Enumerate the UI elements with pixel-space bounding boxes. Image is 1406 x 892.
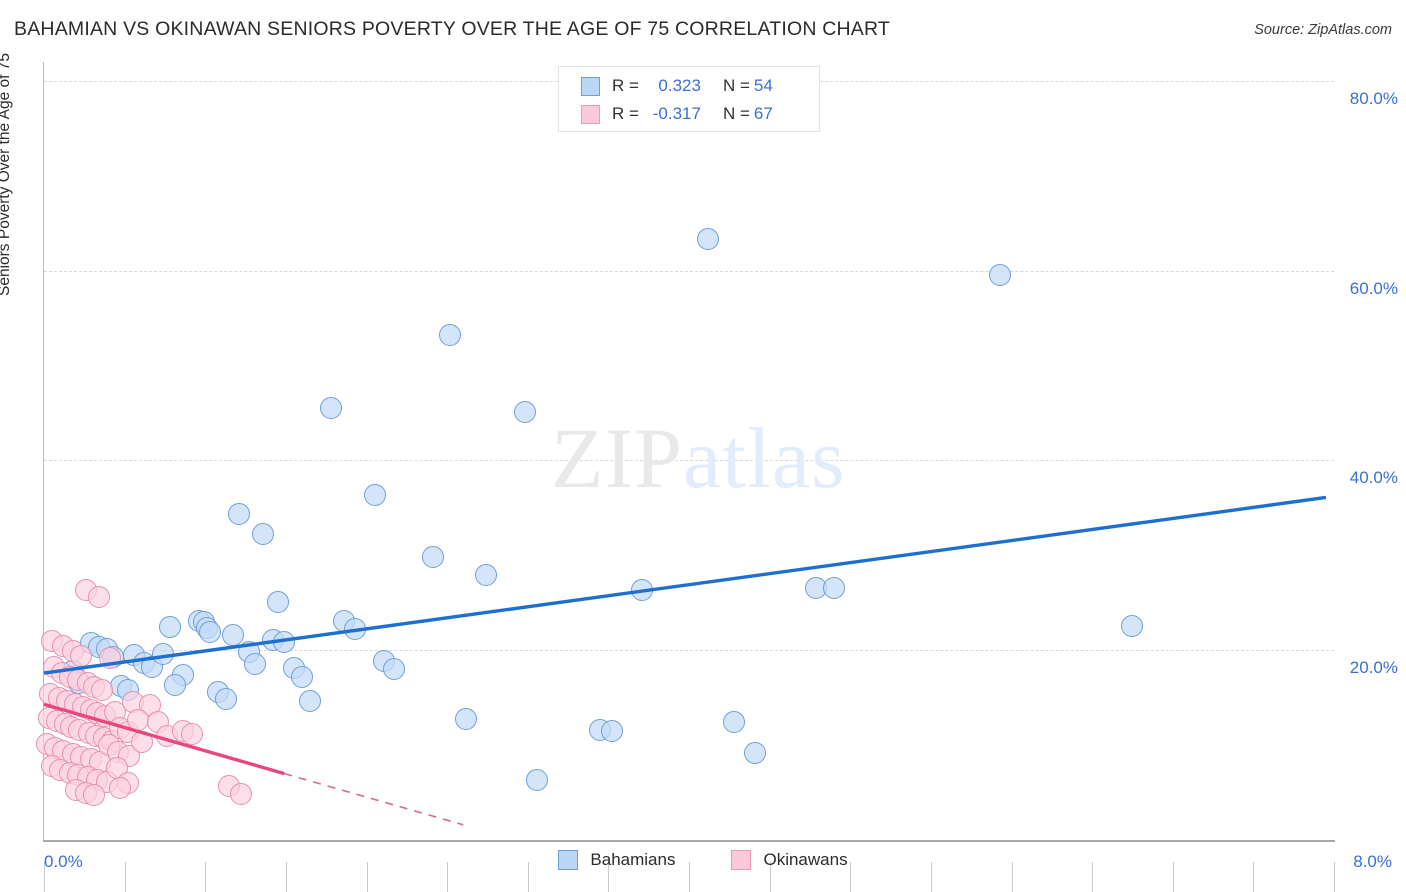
correlation-row-okinawans: R = -0.317 N = 67: [581, 101, 773, 127]
gridline: [44, 460, 1334, 462]
correlation-legend: R = 0.323 N = 54 R = -0.317 N = 67: [558, 66, 820, 132]
legend-item-bahamians[interactable]: Bahamians: [558, 850, 675, 870]
legend-label-bahamians: Bahamians: [590, 850, 676, 869]
scatter-point-bahamians: [823, 576, 846, 599]
scatter-point-okinawans: [70, 644, 93, 667]
scatter-point-bahamians: [474, 564, 497, 587]
scatter-point-bahamians: [526, 769, 549, 792]
scatter-point-bahamians: [266, 590, 289, 613]
scatter-point-bahamians: [363, 483, 386, 506]
scatter-point-bahamians: [320, 397, 343, 420]
x-axis-tick: [527, 862, 529, 892]
plot-area: [36, 62, 1335, 892]
scatter-point-bahamians: [421, 546, 444, 569]
x-axis-tick: [608, 862, 610, 892]
x-axis-line: [43, 840, 1335, 842]
n-label-pink: N =: [722, 104, 750, 123]
scatter-point-okinawans: [181, 722, 204, 745]
x-axis-tick: [850, 862, 852, 892]
y-axis-line: [43, 62, 44, 841]
r-label-blue: R =: [612, 76, 639, 95]
x-axis-tick: [366, 862, 368, 892]
page-title: BAHAMIAN VS OKINAWAN SENIORS POVERTY OVE…: [14, 18, 891, 40]
scatter-point-okinawans: [108, 776, 131, 799]
r-label-pink: R =: [612, 104, 639, 123]
scatter-point-okinawans: [126, 709, 149, 732]
legend-swatch-bahamians: [558, 850, 579, 870]
scatter-point-bahamians: [273, 630, 296, 653]
x-axis-tick: [1011, 862, 1013, 892]
x-axis-tick: [285, 862, 287, 892]
scatter-point-bahamians: [344, 618, 367, 641]
scatter-point-okinawans: [229, 782, 252, 805]
scatter-point-okinawans: [99, 646, 122, 669]
scatter-point-bahamians: [163, 674, 186, 697]
legend-item-okinawans[interactable]: Okinawans: [731, 850, 848, 870]
x-axis-min-label: 0.0%: [44, 852, 83, 871]
scatter-point-bahamians: [382, 658, 405, 681]
y-axis-title: Seniors Poverty Over the Age of 75: [0, 53, 13, 296]
n-value-blue: 54: [753, 76, 773, 95]
gridline: [44, 270, 1334, 272]
legend-swatch-pink: [581, 104, 600, 124]
x-axis-tick: [447, 862, 449, 892]
scatter-point-bahamians: [228, 502, 251, 525]
scatter-point-bahamians: [600, 719, 623, 742]
x-axis-tick: [1253, 862, 1255, 892]
x-axis-tick: [1172, 862, 1174, 892]
scatter-point-bahamians: [199, 621, 222, 644]
scatter-point-bahamians: [513, 401, 536, 424]
scatter-point-bahamians: [221, 624, 244, 647]
legend-swatch-blue: [581, 76, 600, 96]
series-legend: Bahamians Okinawans: [0, 850, 1406, 870]
legend-label-okinawans: Okinawans: [763, 850, 848, 869]
scatter-point-okinawans: [91, 679, 114, 702]
scatter-point-okinawans: [87, 586, 110, 609]
legend-swatch-okinawans: [731, 850, 752, 870]
scatter-point-bahamians: [1121, 614, 1144, 637]
x-axis-tick: [1092, 862, 1094, 892]
y-axis-tick-label: 20.0%: [1349, 658, 1398, 678]
x-axis-tick: [124, 862, 126, 892]
x-axis-tick: [205, 862, 207, 892]
scatter-point-bahamians: [215, 687, 238, 710]
scatter-point-bahamians: [697, 228, 720, 251]
x-axis-tick: [689, 862, 690, 892]
x-axis-tick: [930, 862, 932, 892]
source-label: Source: ZipAtlas.com: [1254, 22, 1392, 38]
scatter-point-bahamians: [723, 711, 746, 734]
scatter-point-bahamians: [291, 665, 313, 688]
scatter-point-bahamians: [631, 578, 654, 601]
r-value-blue: 0.323: [658, 76, 701, 95]
scatter-point-bahamians: [989, 264, 1012, 287]
scatter-point-okinawans: [131, 731, 154, 754]
n-value-pink: 67: [753, 104, 773, 123]
correlation-row-bahamians: R = 0.323 N = 54: [581, 73, 773, 99]
x-axis-tick: [1334, 862, 1335, 892]
n-label-blue: N =: [722, 76, 750, 95]
scatter-point-bahamians: [252, 523, 275, 546]
scatter-point-bahamians: [158, 616, 181, 639]
scatter-point-bahamians: [439, 324, 462, 347]
y-axis-tick-label: 60.0%: [1349, 278, 1398, 298]
y-axis-tick-label: 80.0%: [1349, 88, 1398, 108]
scatter-point-okinawans: [82, 784, 105, 807]
x-axis-tick: [44, 862, 45, 892]
scatter-point-bahamians: [152, 643, 175, 666]
x-axis-max-label: 8.0%: [1353, 852, 1392, 871]
y-axis-tick-label: 40.0%: [1349, 468, 1398, 488]
r-value-pink: -0.317: [652, 104, 701, 123]
scatter-point-bahamians: [455, 707, 478, 730]
x-axis-tick: [769, 862, 771, 892]
scatter-point-bahamians: [744, 741, 767, 764]
scatter-point-bahamians: [244, 652, 267, 675]
scatter-point-bahamians: [299, 689, 322, 712]
